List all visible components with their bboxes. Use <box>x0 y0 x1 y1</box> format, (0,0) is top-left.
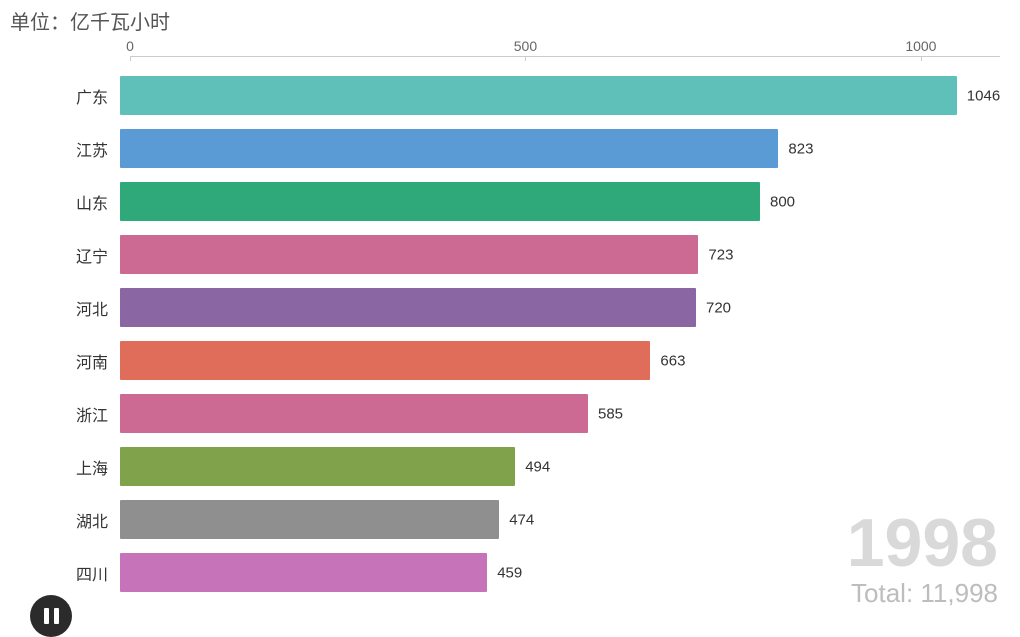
pause-icon <box>44 608 59 624</box>
chart-container: 单位：亿千瓦小时 0 500 1000 广东 1046 江苏 823 山东 800 辽宁 723 河… <box>0 0 1020 637</box>
bar-value: 720 <box>706 299 731 316</box>
bar-value: 723 <box>708 246 733 263</box>
bar-fill <box>120 394 588 433</box>
bar-label: 四川 <box>0 561 120 585</box>
axis-tick-mark <box>921 56 922 61</box>
bar-label: 广东 <box>0 84 120 108</box>
bar-fill <box>120 288 696 327</box>
bar-fill <box>120 182 760 221</box>
bar-fill <box>120 76 957 115</box>
bar-value: 494 <box>525 458 550 475</box>
bar-row: 江苏 823 <box>0 125 1000 172</box>
bar-fill <box>120 129 778 168</box>
bar-track: 720 <box>120 284 1000 331</box>
bar-label: 辽宁 <box>0 243 120 267</box>
unit-label: 单位：亿千瓦小时 <box>10 6 170 35</box>
axis-tick-label: 1000 <box>905 38 936 54</box>
total-prefix: Total: <box>851 578 920 608</box>
total-value: 11,998 <box>920 578 998 608</box>
bar-label: 河北 <box>0 296 120 320</box>
bar-label: 河南 <box>0 349 120 373</box>
axis-tick-mark <box>525 56 526 61</box>
bar-row: 广东 1046 <box>0 72 1000 119</box>
bar-label: 浙江 <box>0 402 120 426</box>
bar-track: 494 <box>120 443 1000 490</box>
bar-track: 723 <box>120 231 1000 278</box>
bar-value: 823 <box>788 140 813 157</box>
axis-tick-label: 500 <box>514 38 537 54</box>
bar-track: 585 <box>120 390 1000 437</box>
bar-value: 663 <box>660 352 685 369</box>
pause-button[interactable] <box>30 595 72 637</box>
axis-tick-mark <box>130 56 131 61</box>
bar-fill <box>120 235 698 274</box>
year-label: 1998 <box>847 509 998 577</box>
bar-row: 上海 494 <box>0 443 1000 490</box>
bar-row: 山东 800 <box>0 178 1000 225</box>
bar-label: 湖北 <box>0 508 120 532</box>
bar-fill <box>120 553 487 592</box>
bar-value: 585 <box>598 405 623 422</box>
bar-fill <box>120 447 515 486</box>
bar-row: 辽宁 723 <box>0 231 1000 278</box>
axis-line <box>130 56 1000 57</box>
total-label: Total: 11,998 <box>851 578 998 609</box>
bar-label: 江苏 <box>0 137 120 161</box>
bar-value: 1046 <box>967 87 1000 104</box>
bar-value: 459 <box>497 564 522 581</box>
bar-track: 800 <box>120 178 1000 225</box>
bar-track: 1046 <box>120 72 1000 119</box>
bar-fill <box>120 500 499 539</box>
bar-track: 823 <box>120 125 1000 172</box>
bar-value: 474 <box>509 511 534 528</box>
x-axis: 05001000 <box>130 38 1000 58</box>
bar-label: 山东 <box>0 190 120 214</box>
bar-row: 河南 663 <box>0 337 1000 384</box>
bar-track: 663 <box>120 337 1000 384</box>
bar-row: 浙江 585 <box>0 390 1000 437</box>
bar-value: 800 <box>770 193 795 210</box>
bar-fill <box>120 341 650 380</box>
axis-tick-label: 0 <box>126 38 134 54</box>
bar-label: 上海 <box>0 455 120 479</box>
bar-row: 河北 720 <box>0 284 1000 331</box>
